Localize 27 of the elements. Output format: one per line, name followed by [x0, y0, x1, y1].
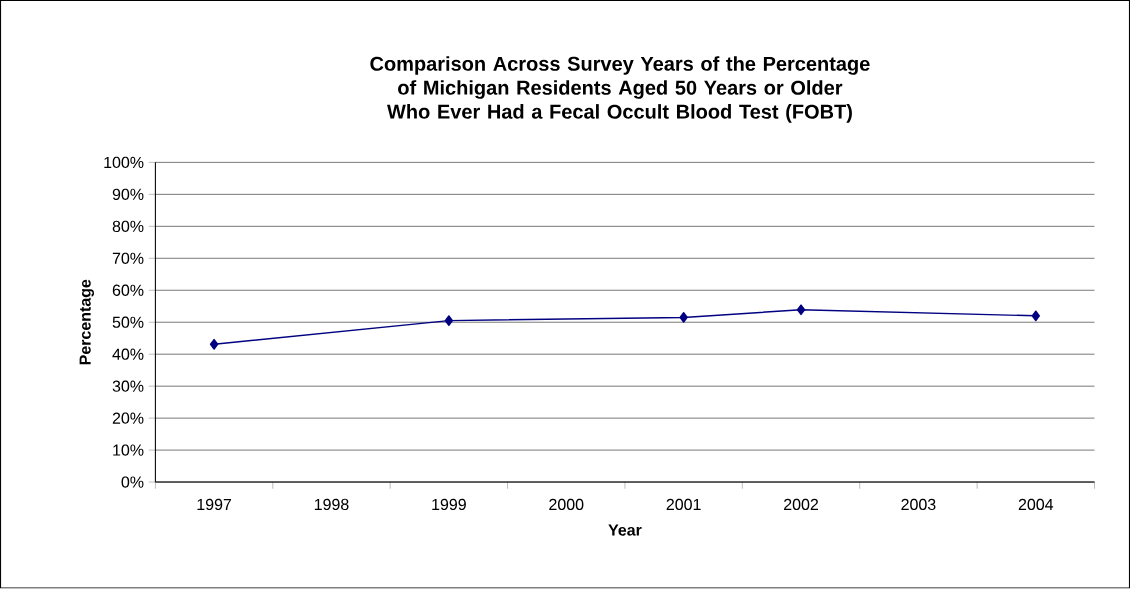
- point: [796, 304, 806, 316]
- y-tick-label: 80%: [112, 220, 144, 233]
- x-tick-label: 2002: [784, 499, 818, 511]
- y-tick-label: 40%: [112, 348, 144, 361]
- point: [444, 315, 454, 327]
- y-tick-label: 90%: [112, 188, 144, 201]
- y-axis-title: Percentage: [79, 279, 94, 365]
- y-tick-label: 20%: [112, 412, 144, 425]
- y-tick-label: 60%: [112, 284, 144, 297]
- y-tick-label: 50%: [112, 316, 144, 329]
- y-tick-label: 0%: [121, 476, 144, 488]
- x-tick-label: 2001: [666, 499, 701, 511]
- y-tick-label: 10%: [113, 444, 144, 456]
- y-tick-label: 30%: [112, 380, 144, 393]
- x-tick-label: 2004: [1018, 499, 1054, 511]
- point: [209, 339, 219, 350]
- y-tick-label: 70%: [112, 252, 144, 265]
- point: [679, 312, 688, 324]
- x-axis-title: Year: [608, 524, 642, 536]
- x-tick-label: 1998: [314, 499, 349, 511]
- point: [1031, 310, 1041, 322]
- x-tick-label: 2003: [901, 499, 936, 511]
- x-tick-label: 1999: [432, 499, 466, 511]
- x-tick-label: 1997: [197, 499, 232, 511]
- chart-title: Comparison Across Survey Years of the Percentage of Michigan Residents Aged 50 Years or Older Who Ever Had a Fecal Occult Blood Test (FOBT): [370, 56, 870, 123]
- y-tick-label: 100%: [104, 156, 144, 169]
- x-tick-label: 2000: [549, 499, 584, 511]
